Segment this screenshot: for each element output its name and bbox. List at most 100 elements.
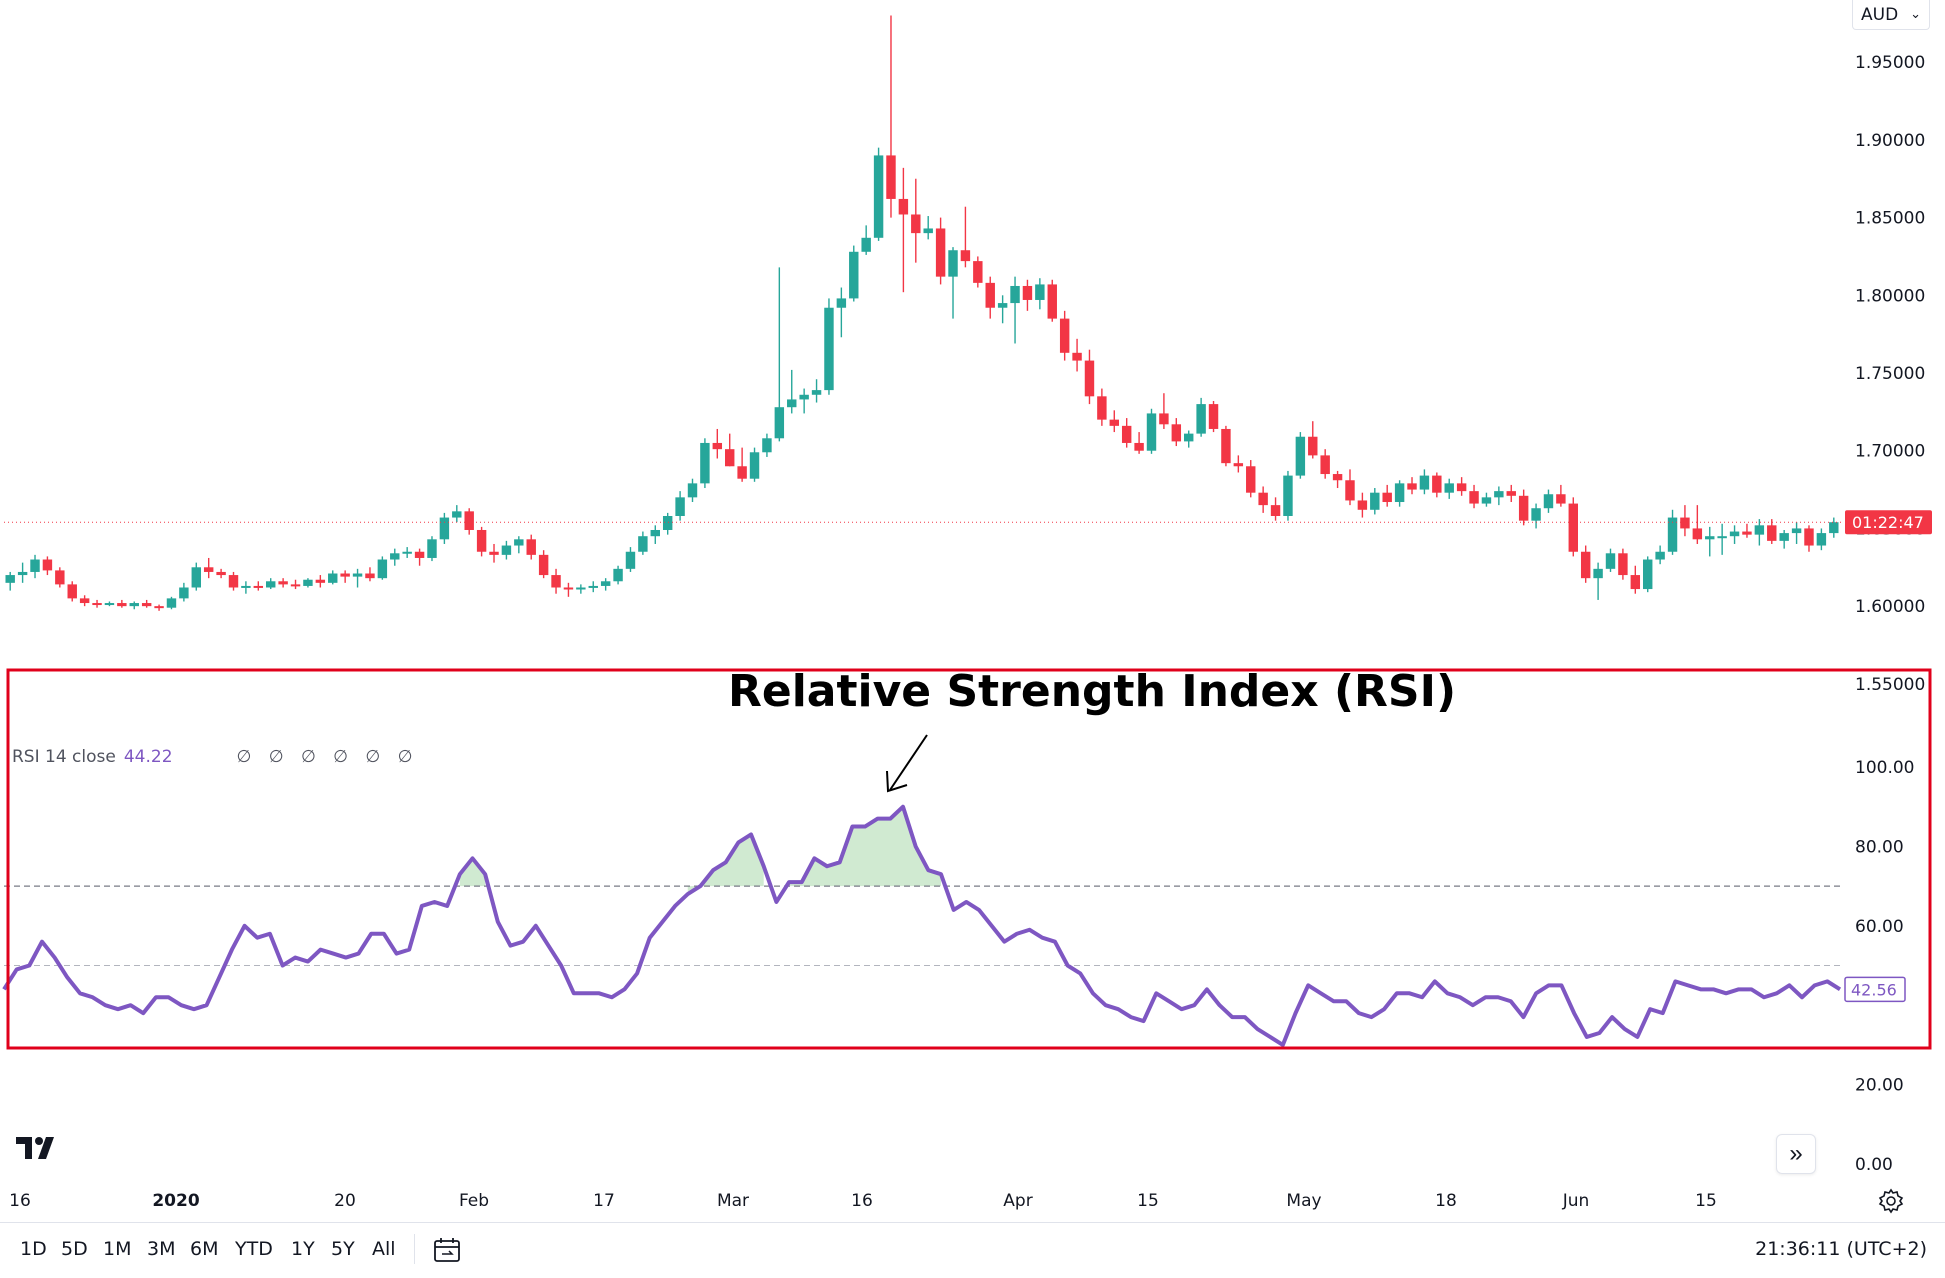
candle-body <box>538 554 549 576</box>
candle-body <box>662 516 673 530</box>
candle-body <box>960 250 971 262</box>
candle-body <box>452 511 462 518</box>
candle <box>1754 519 1765 546</box>
candle-body <box>1357 500 1368 510</box>
candle <box>104 601 115 607</box>
candle-body <box>228 575 239 588</box>
range-button-3m[interactable]: 3M <box>147 1238 176 1260</box>
candle-body <box>787 399 797 408</box>
candle-body <box>1494 491 1504 498</box>
candle <box>514 536 524 554</box>
candle-body <box>923 228 933 234</box>
candle-body <box>774 407 785 439</box>
candle-body <box>290 584 301 587</box>
range-button-ytd[interactable]: YTD <box>235 1238 273 1260</box>
candle-body <box>1605 553 1616 569</box>
range-button-1m[interactable]: 1M <box>103 1238 132 1260</box>
candle <box>526 534 536 560</box>
candle-body <box>1630 575 1641 590</box>
candle <box>1667 509 1678 555</box>
clock-timezone[interactable]: 21:36:11 (UTC+2) <box>1755 1238 1927 1260</box>
candle-body <box>1072 352 1082 361</box>
range-button-1d[interactable]: 1D <box>20 1238 47 1260</box>
candle-body <box>1543 494 1554 509</box>
range-button-1y[interactable]: 1Y <box>291 1238 315 1260</box>
candle <box>774 267 785 442</box>
candle-body <box>1394 483 1405 503</box>
candle <box>551 568 561 594</box>
candle <box>1407 477 1417 495</box>
candle-body <box>1729 531 1740 537</box>
candle <box>911 178 921 263</box>
candle-body <box>1109 419 1119 426</box>
candle-body <box>948 250 958 277</box>
range-button-5y[interactable]: 5Y <box>331 1238 355 1260</box>
settings-gear-icon[interactable] <box>1878 1188 1904 1214</box>
candle <box>1444 478 1454 499</box>
candle-body <box>241 585 251 588</box>
candle-body <box>997 303 1008 308</box>
rsi-pane <box>2 804 1842 1047</box>
candle <box>1370 488 1380 515</box>
candle-body <box>402 551 412 554</box>
candle <box>1742 523 1752 538</box>
candle-body <box>1022 285 1033 300</box>
candle <box>1097 388 1107 426</box>
candle-body <box>1518 495 1529 521</box>
double-chevron-right-icon: » <box>1789 1140 1803 1167</box>
candle <box>1196 397 1206 437</box>
candle <box>17 562 28 583</box>
candle-body <box>1171 424 1182 442</box>
candle-body <box>1184 433 1194 442</box>
candle <box>935 217 946 285</box>
candle <box>427 536 437 562</box>
candle <box>1829 517 1839 538</box>
tradingview-logo-icon[interactable] <box>16 1135 62 1161</box>
candle-body <box>1754 525 1765 535</box>
candle-body <box>1556 494 1566 504</box>
range-button-all[interactable]: All <box>372 1238 396 1260</box>
candle <box>1084 349 1095 405</box>
rsi-highlight-box <box>6 668 1932 1050</box>
candle <box>1729 525 1740 544</box>
rsi-annotation-title: Relative Strength Index (RSI) <box>728 666 1457 717</box>
candle <box>55 567 65 588</box>
candle-body <box>514 539 524 546</box>
rsi-axis: 100.00 80.00 60.00 20.00 0.00 42.56 <box>1844 758 1914 1175</box>
candle-body <box>1618 553 1628 576</box>
candle <box>1121 418 1132 448</box>
candle <box>402 547 412 558</box>
candle <box>600 578 611 591</box>
scroll-to-realtime-button[interactable]: » <box>1776 1134 1816 1174</box>
candle <box>687 478 698 503</box>
range-button-6m[interactable]: 6M <box>190 1238 219 1260</box>
candle-body <box>1370 492 1380 510</box>
candle <box>203 557 214 579</box>
candle-body <box>1481 497 1492 504</box>
candle-body <box>352 573 363 577</box>
candle <box>1705 526 1715 557</box>
candle <box>1059 310 1070 361</box>
candle <box>241 581 251 594</box>
candle-body <box>1705 536 1715 540</box>
range-button-5d[interactable]: 5D <box>61 1238 88 1260</box>
candle <box>278 578 288 588</box>
currency-label: AUD <box>1861 4 1899 25</box>
rsi-legend[interactable]: RSI 14 close 44.22 ∅ ∅ ∅ ∅ ∅ ∅ <box>12 747 418 767</box>
candle-body <box>92 603 102 606</box>
candle <box>166 596 177 610</box>
calendar-icon[interactable] <box>432 1236 462 1264</box>
candle-body <box>1097 396 1107 420</box>
candle <box>117 599 127 608</box>
candle <box>1270 497 1281 521</box>
currency-select[interactable]: AUD ⌄ <box>1852 0 1930 30</box>
candle-body <box>1035 284 1045 300</box>
candle <box>1295 432 1306 479</box>
candle-body <box>266 581 276 588</box>
candle-body <box>1469 491 1479 504</box>
candle <box>1308 421 1318 459</box>
candle <box>563 582 574 597</box>
annotation-arrow <box>886 734 928 793</box>
candle-body <box>390 553 400 560</box>
